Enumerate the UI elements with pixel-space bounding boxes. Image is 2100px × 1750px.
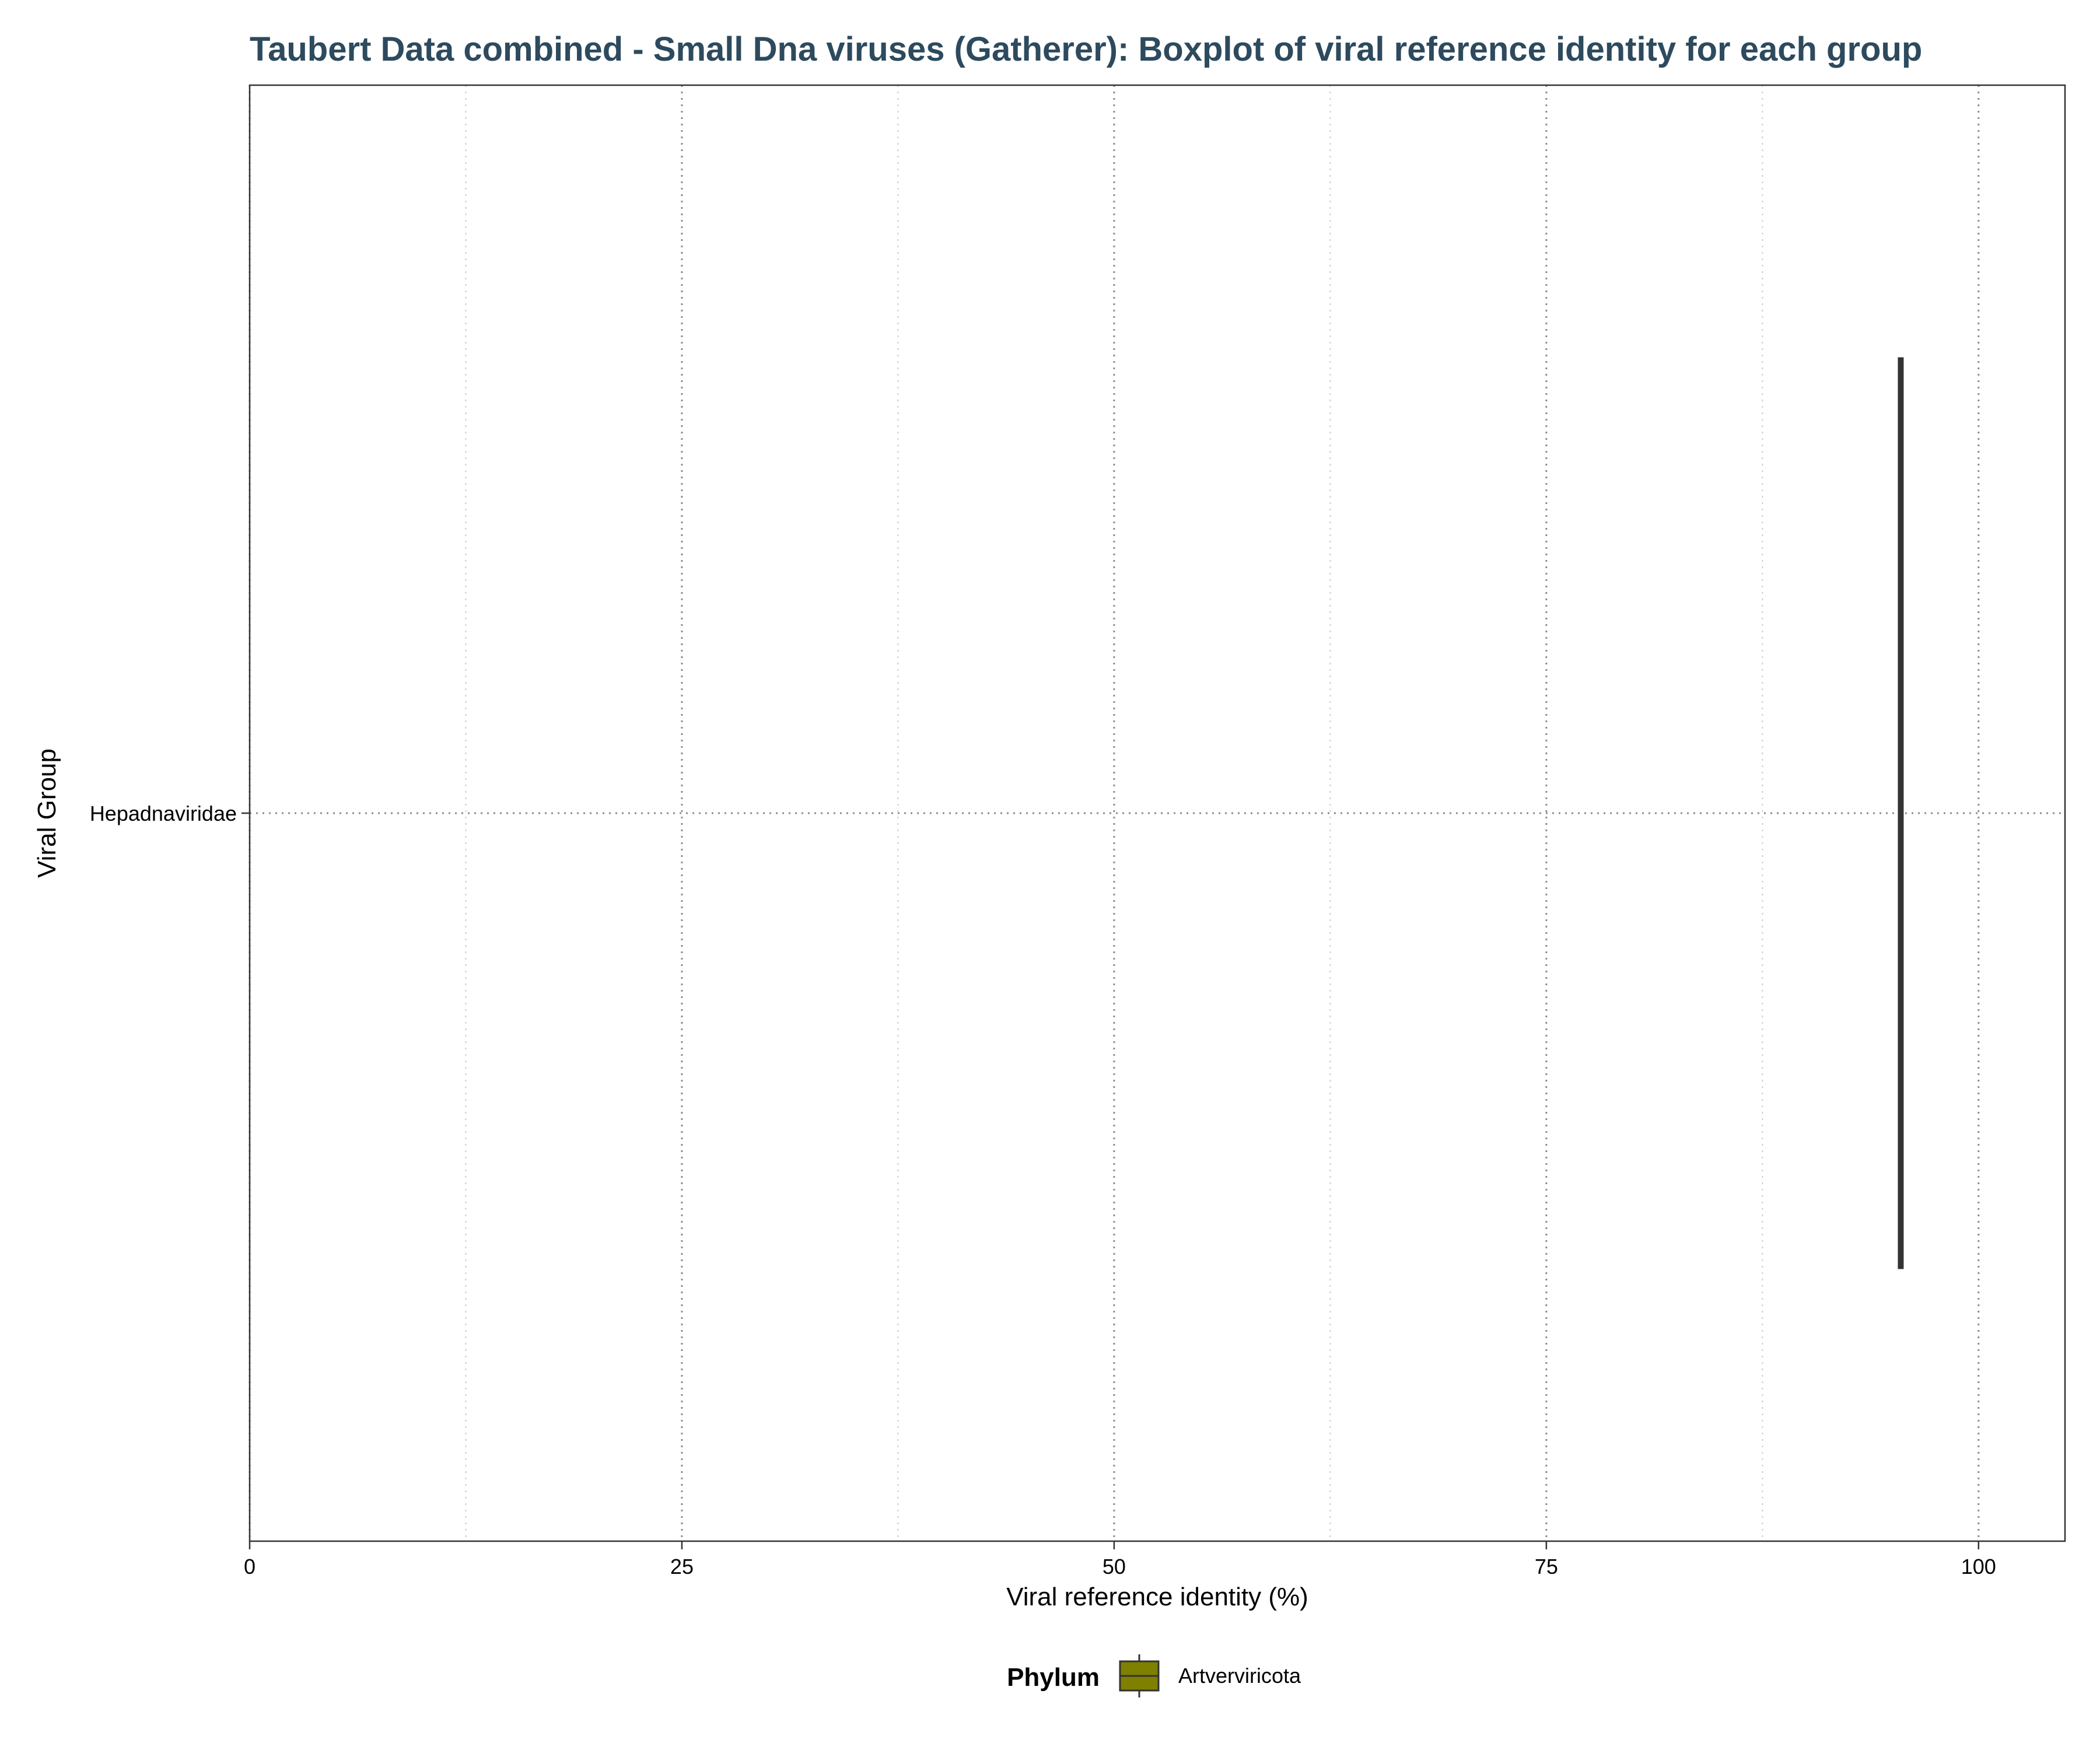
legend-label: Artverviricota — [1178, 1664, 1301, 1688]
y-tick-label: Hepadnaviridae — [90, 802, 237, 825]
chart-title: Taubert Data combined - Small Dna viruse… — [250, 30, 1922, 68]
y-axis-label: Viral Group — [33, 748, 61, 878]
grid-layer — [249, 85, 2065, 1541]
x-tick-label: 100 — [1961, 1555, 1996, 1578]
x-axis-label: Viral reference identity (%) — [1006, 1583, 1308, 1611]
plot-panel-border — [249, 84, 2066, 1542]
legend-title: Phylum — [1007, 1663, 1100, 1692]
x-tick-label: 50 — [1102, 1555, 1126, 1578]
x-axis-ticks: 0 25 50 75 100 — [244, 1541, 1996, 1578]
x-tick-label: 25 — [670, 1555, 694, 1578]
y-axis-ticks: Hepadnaviridae — [90, 802, 250, 825]
legend-item: Artverviricota — [1119, 1654, 1301, 1698]
x-tick-label: 0 — [244, 1555, 256, 1578]
x-tick-label: 75 — [1535, 1555, 1558, 1578]
legend-items: Artverviricota — [1119, 1654, 1301, 1698]
legend: Phylum Artverviricota — [1007, 1654, 1301, 1698]
